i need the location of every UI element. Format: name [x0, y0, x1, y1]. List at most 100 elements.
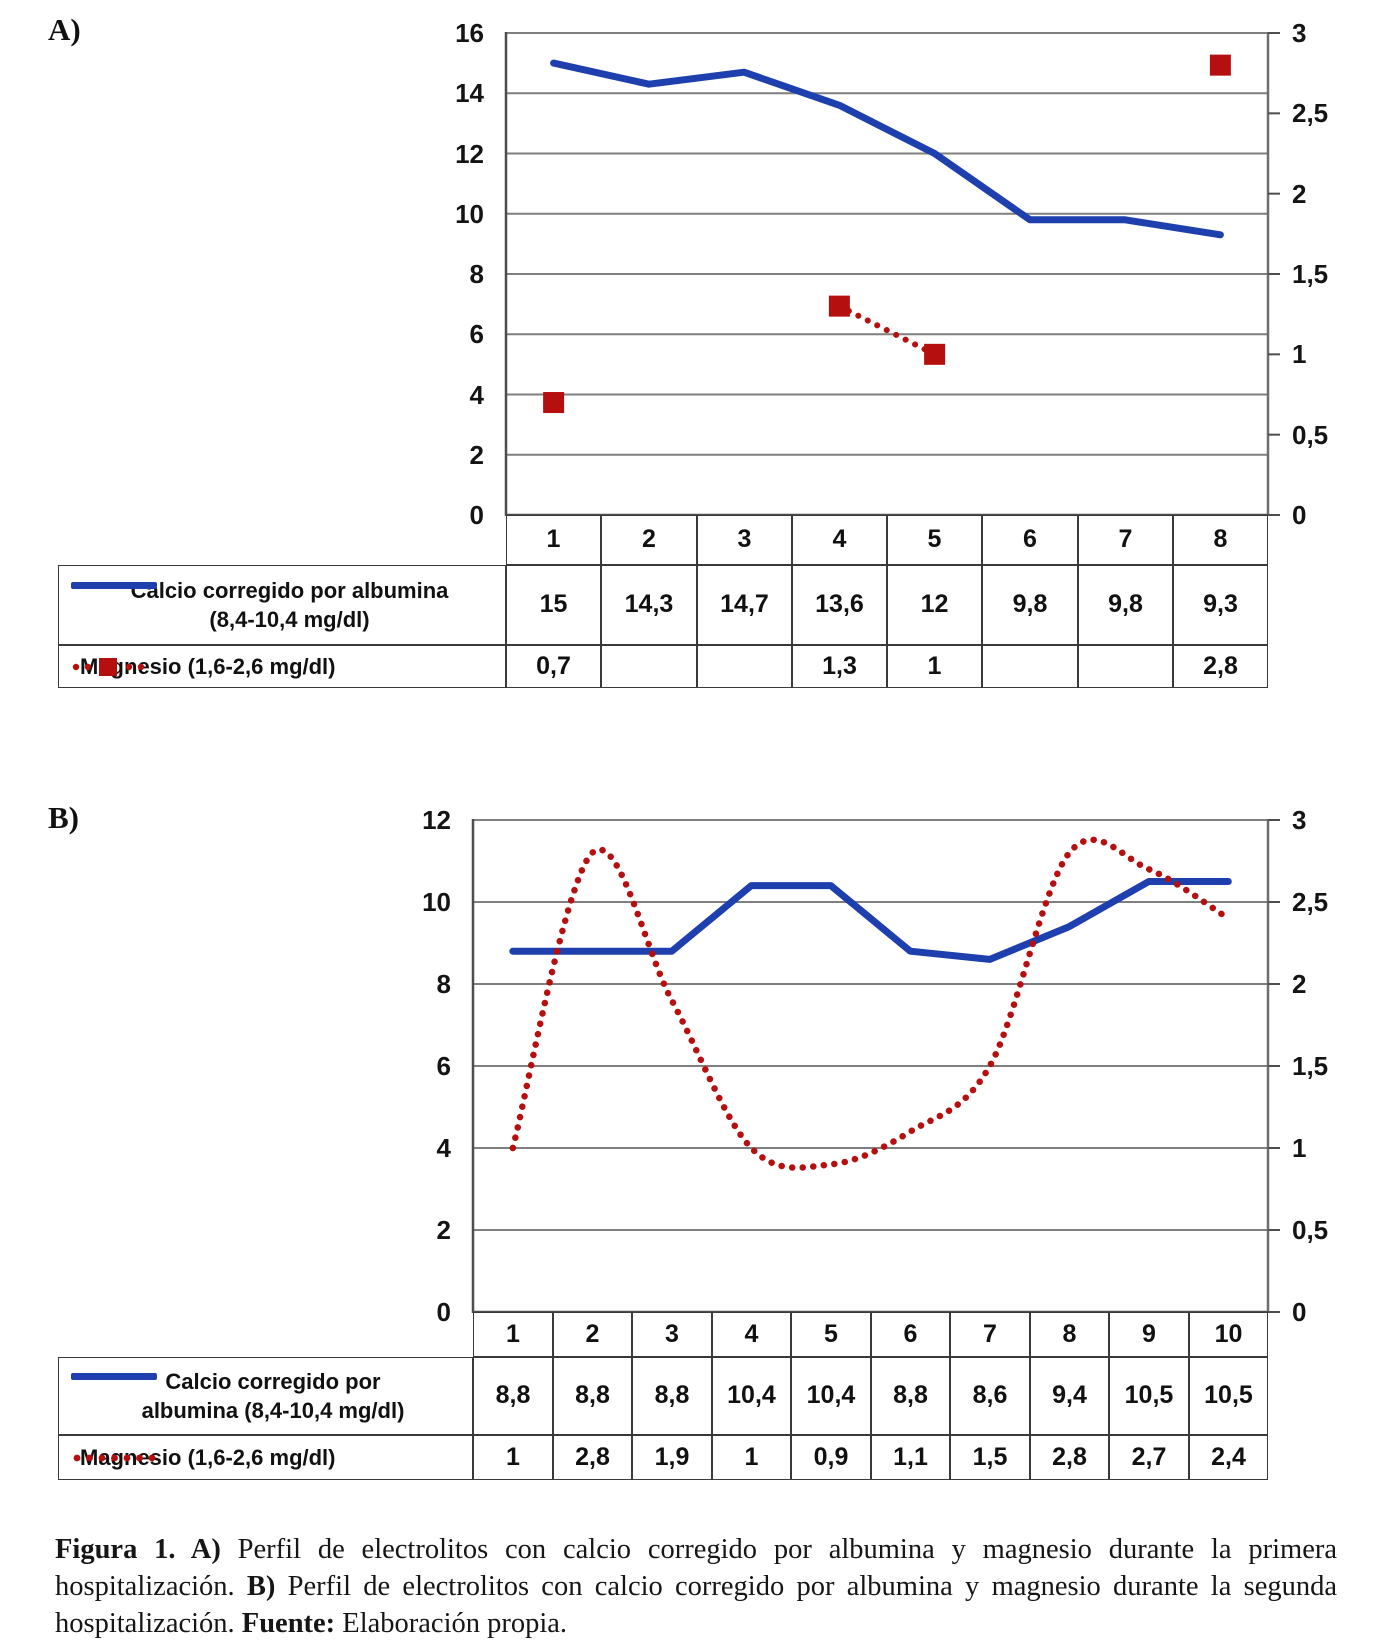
- table-value-cell: 8,8: [553, 1357, 632, 1435]
- legend-line-swatch-icon: [71, 582, 157, 589]
- x-label-cell: 1: [506, 515, 601, 565]
- table-value-cell: 14,7: [697, 565, 792, 645]
- magnesio-square-marker: [828, 295, 850, 317]
- right-axis-label: 2,5: [1292, 887, 1329, 917]
- table-value-cell: 8,8: [871, 1357, 950, 1435]
- table-value-cell: 2,4: [1189, 1435, 1268, 1480]
- x-label-cell: 8: [1030, 1312, 1109, 1357]
- table-value-cell: 10,4: [712, 1357, 791, 1435]
- left-axis-label: 4: [469, 379, 484, 410]
- table-value-cell: 13,6: [792, 565, 887, 645]
- x-label-cell: 8: [1173, 515, 1268, 565]
- left-axis-label: 12: [455, 138, 484, 169]
- legend-text-line: Magnesio (1,6-2,6 mg/dl): [80, 654, 336, 679]
- table-value-cell: 8,8: [632, 1357, 712, 1435]
- caption-text-a: Perfil de electrolitos con calcio correg…: [55, 1533, 1337, 1602]
- right-axis-label: 1: [1292, 339, 1307, 370]
- table-value-cell: 2,7: [1109, 1435, 1189, 1480]
- table-value-cell: 1: [473, 1435, 553, 1480]
- table-value-cell: 9,8: [1078, 565, 1173, 645]
- caption-source-text: Elaboración propia.: [335, 1607, 568, 1639]
- legend-cell-magnesio: Magnesio (1,6-2,6 mg/dl): [58, 1435, 473, 1480]
- left-axis-label: 10: [422, 887, 451, 917]
- table-value-cell: 1,9: [632, 1435, 712, 1480]
- legend-cell-magnesio: Magnesio (1,6-2,6 mg/dl): [58, 645, 506, 688]
- left-axis-label: 4: [436, 1133, 451, 1163]
- table-value-cell: 8,8: [473, 1357, 553, 1435]
- table-value-cell: 1: [887, 645, 982, 688]
- table-value-cell: 0,9: [791, 1435, 871, 1480]
- right-axis-label: 2: [1292, 969, 1307, 999]
- x-label-cell: 1: [473, 1312, 553, 1357]
- panel-a-label: A): [48, 12, 81, 47]
- legend-text: Calcio corregido por albumina (8,4-10,4 m…: [80, 576, 499, 634]
- table-value-cell: 9,4: [1030, 1357, 1109, 1435]
- right-axis-label: 3: [1292, 18, 1307, 48]
- legend-line-swatch-icon: [71, 1373, 157, 1380]
- legend-text-line: Calcio corregido por: [165, 1369, 381, 1394]
- left-axis-label: 14: [455, 78, 484, 109]
- panel-b-label: B): [48, 800, 79, 835]
- left-axis-label: 8: [436, 969, 451, 999]
- calcio-line: [550, 59, 1224, 239]
- legend-cell-calcio: Calcio corregido por albumina (8,4-10,4 m…: [58, 565, 506, 645]
- magnesio-square-marker: [1209, 54, 1231, 76]
- x-label-cell: 4: [712, 1312, 791, 1357]
- x-label-cell: 6: [982, 515, 1078, 565]
- chart-b-plot: [471, 819, 1280, 1314]
- right-axis-label: 3: [1292, 805, 1307, 835]
- table-value-cell: 8,6: [950, 1357, 1030, 1435]
- legend-text-line: Calcio corregido por albumina: [130, 578, 449, 603]
- table-value-cell: 12: [887, 565, 982, 645]
- table-value-cell: 1,1: [871, 1435, 950, 1480]
- table-value-cell: [1078, 645, 1173, 688]
- table-value-cell: [982, 645, 1078, 688]
- magnesio-dotted-curve: [509, 836, 1232, 1171]
- table-value-cell: 2,8: [1173, 645, 1268, 688]
- x-label-cell: 4: [792, 515, 887, 565]
- x-label-cell: 3: [632, 1312, 712, 1357]
- table-value-cell: 1,5: [950, 1435, 1030, 1480]
- x-label-cell: 5: [791, 1312, 871, 1357]
- caption-text-b: Perfil de electrolitos con calcio correg…: [55, 1570, 1337, 1639]
- legend-text: Magnesio (1,6-2,6 mg/dl): [80, 1443, 336, 1472]
- right-axis-label: 0,5: [1292, 1215, 1329, 1245]
- right-axis-label: 2: [1292, 178, 1307, 209]
- table-value-cell: 2,8: [1030, 1435, 1109, 1480]
- magnesio-square-marker: [543, 392, 565, 414]
- table-value-cell: 9,8: [982, 565, 1078, 645]
- left-axis-label: 0: [469, 500, 484, 530]
- caption-figure-number: Figura 1. A): [55, 1533, 221, 1565]
- table-value-cell: 14,3: [601, 565, 697, 645]
- right-axis-label: 1,5: [1292, 259, 1329, 289]
- chart-a-plot: [504, 32, 1280, 517]
- right-axis-label: 0: [1292, 500, 1307, 530]
- left-axis-label: 12: [422, 805, 451, 835]
- table-value-cell: 0,7: [506, 645, 601, 688]
- x-label-cell: 6: [871, 1312, 950, 1357]
- legend-dots-swatch-icon: [73, 1454, 156, 1461]
- calcio-line: [509, 878, 1232, 963]
- left-axis-label: 8: [469, 259, 484, 289]
- right-axis-label: 0,5: [1292, 419, 1329, 450]
- legend-text-line: (8,4-10,4 mg/dl): [209, 607, 370, 632]
- table-value-cell: 10,5: [1189, 1357, 1268, 1435]
- left-axis-label: 6: [469, 319, 484, 350]
- right-axis-label: 0: [1292, 1297, 1307, 1327]
- legend-text-line: albumina (8,4-10,4 mg/dl): [141, 1398, 405, 1423]
- legend-cell-calcio: Calcio corregido por albumina (8,4-10,4 m…: [58, 1357, 473, 1435]
- figure-caption: Figura 1. A) Perfil de electrolitos con …: [55, 1531, 1337, 1642]
- table-value-cell: 1,3: [792, 645, 887, 688]
- x-label-cell: 5: [887, 515, 982, 565]
- left-axis-label: 2: [469, 439, 484, 470]
- x-label-cell: 7: [950, 1312, 1030, 1357]
- left-axis-label: 16: [455, 18, 484, 48]
- table-value-cell: [697, 645, 792, 688]
- magnesio-square-marker: [924, 343, 946, 365]
- magnesio-dotted-segment: [836, 303, 938, 358]
- left-axis-label: 10: [455, 198, 484, 229]
- x-label-cell: 2: [553, 1312, 632, 1357]
- legend-text: Magnesio (1,6-2,6 mg/dl): [80, 652, 336, 681]
- x-label-cell: 9: [1109, 1312, 1189, 1357]
- caption-part-b: B): [246, 1570, 276, 1602]
